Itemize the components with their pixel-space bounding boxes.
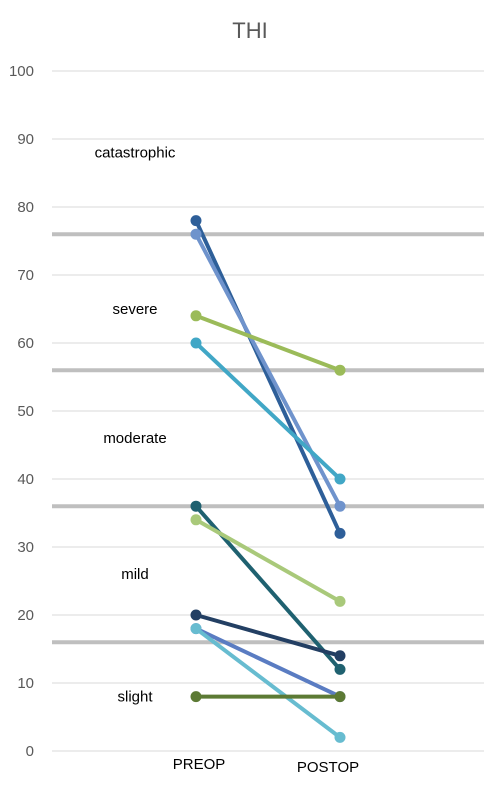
x-tick-label: POSTOP <box>297 759 359 776</box>
y-axis: 0 10 20 30 40 50 60 70 80 90 100 <box>9 63 34 760</box>
data-point <box>190 691 202 703</box>
data-point <box>334 500 346 512</box>
y-tick-label: 60 <box>17 335 34 352</box>
x-axis: PREOP POSTOP <box>173 756 359 776</box>
series <box>190 691 346 703</box>
series-line <box>194 232 342 509</box>
y-tick-label: 50 <box>17 403 34 420</box>
x-tick-label: PREOP <box>173 756 226 773</box>
band-label: moderate <box>103 430 166 447</box>
y-tick-label: 40 <box>17 471 34 488</box>
series <box>190 609 346 662</box>
band-label: severe <box>112 301 157 318</box>
data-point <box>334 595 346 607</box>
series <box>190 623 346 743</box>
series-line <box>194 517 342 604</box>
data-point <box>334 691 346 703</box>
series-line <box>194 218 342 536</box>
series <box>190 337 346 485</box>
series-line <box>194 613 342 658</box>
band-label: catastrophic <box>95 145 176 162</box>
data-point <box>190 609 202 621</box>
data-point <box>190 514 202 526</box>
band-label: mild <box>121 566 149 583</box>
data-point <box>334 473 346 485</box>
series-group <box>190 215 346 743</box>
data-point <box>334 527 346 539</box>
data-point <box>334 663 346 675</box>
data-point <box>190 623 202 635</box>
band-label: slight <box>117 689 153 706</box>
series-line <box>194 341 342 481</box>
series <box>190 228 346 512</box>
y-tick-label: 20 <box>17 607 34 624</box>
data-point <box>190 215 202 227</box>
series-line <box>194 313 342 373</box>
y-tick-label: 90 <box>17 131 34 148</box>
series-line <box>194 626 342 740</box>
data-point <box>190 228 202 240</box>
y-tick-label: 10 <box>17 675 34 692</box>
band-labels: catastrophic severe moderate mild slight <box>95 145 176 706</box>
y-tick-label: 0 <box>26 743 34 760</box>
data-point <box>334 364 346 376</box>
data-point <box>190 337 202 349</box>
y-tick-label: 100 <box>9 63 34 80</box>
data-point <box>190 500 202 512</box>
data-point <box>334 731 346 743</box>
series-line <box>194 626 342 699</box>
data-point <box>334 650 346 662</box>
series <box>190 514 346 607</box>
y-tick-label: 30 <box>17 539 34 556</box>
y-tick-label: 80 <box>17 199 34 216</box>
series <box>190 215 346 539</box>
series <box>190 310 346 376</box>
data-point <box>190 310 202 322</box>
y-tick-label: 70 <box>17 267 34 284</box>
chart-title: THI <box>232 18 267 43</box>
